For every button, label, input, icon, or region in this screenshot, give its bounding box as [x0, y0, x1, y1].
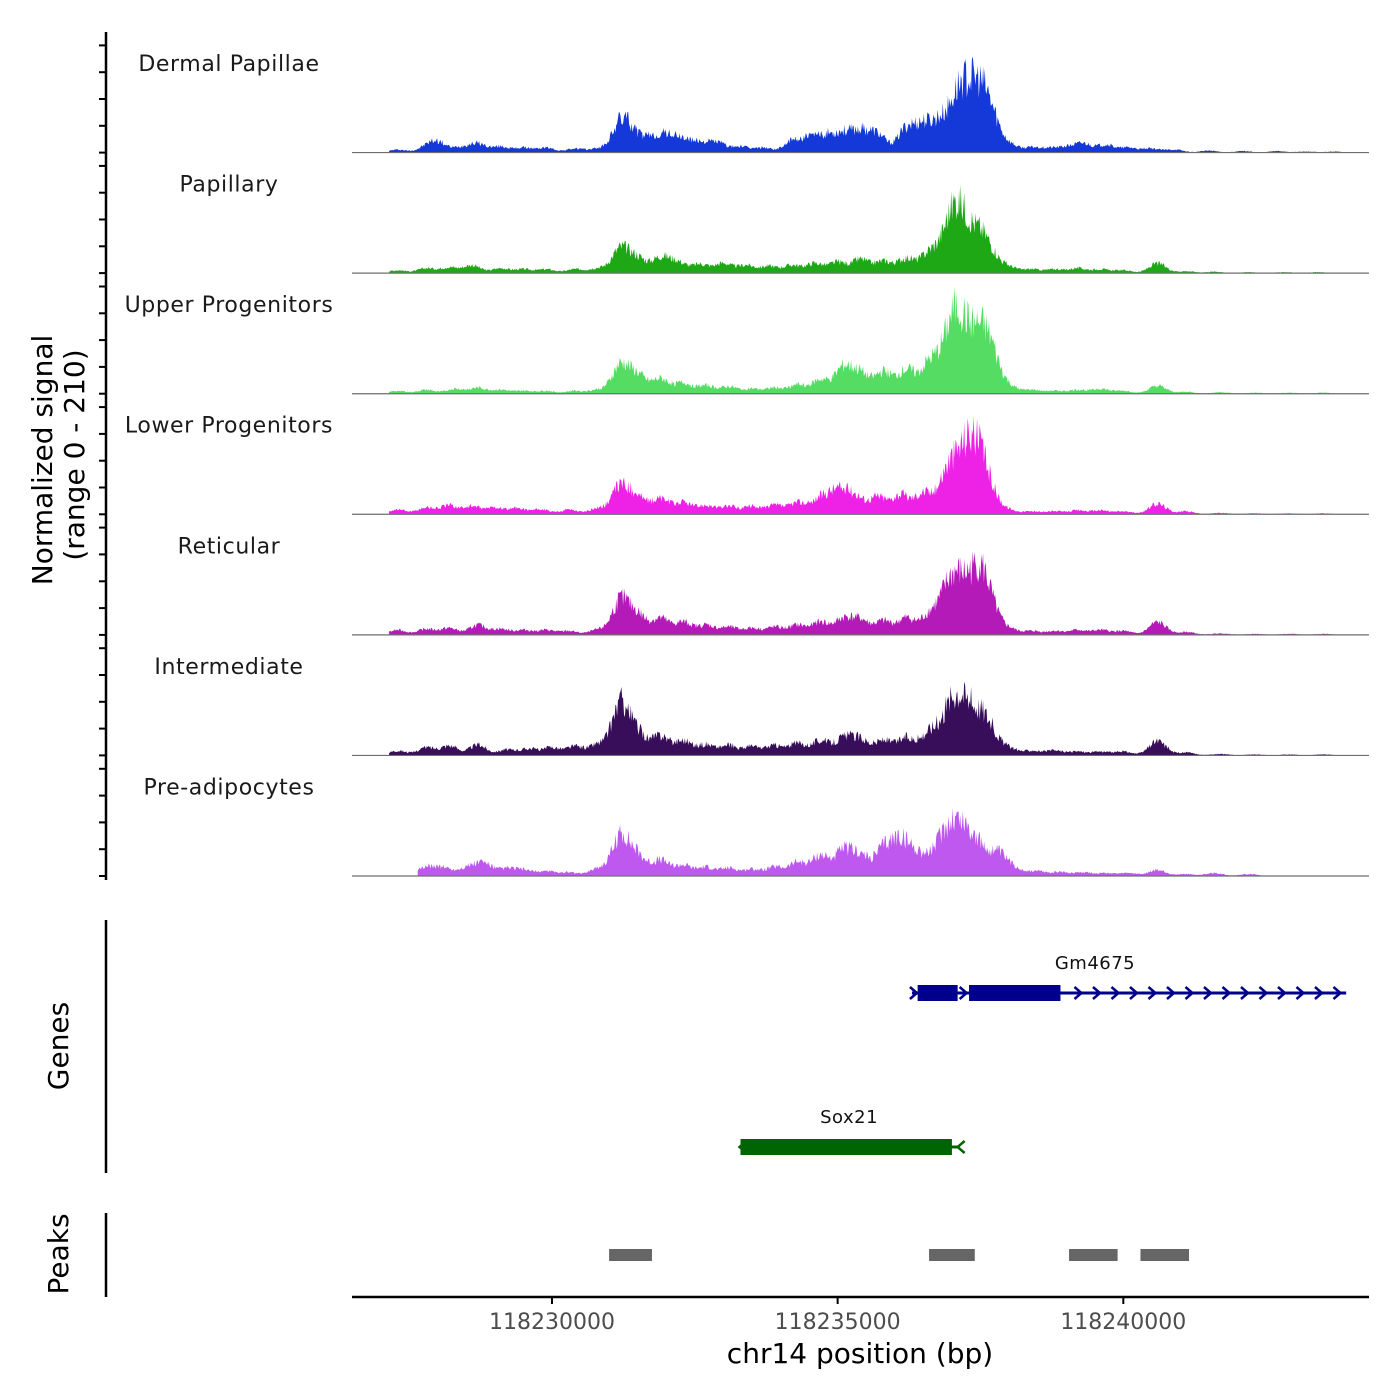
peak-regions — [609, 1249, 1190, 1261]
peak-region — [1140, 1249, 1190, 1261]
track-label: Intermediate — [154, 655, 303, 680]
strand-chevron — [1073, 986, 1084, 1000]
track-area — [389, 286, 1335, 394]
x-tick-label: 118240000 — [1060, 1310, 1186, 1335]
gene-sox21: Sox21 — [737, 1107, 966, 1155]
track-3: Upper Progenitors — [125, 286, 1369, 395]
track-area — [417, 807, 1261, 876]
strand-chevron — [1332, 986, 1343, 1000]
track-5: Reticular — [178, 534, 1369, 636]
x-tick-label: 118230000 — [489, 1310, 615, 1335]
gene-annotations: Gm4675 Sox21 — [737, 953, 1347, 1155]
peak-region — [609, 1249, 652, 1261]
peak-region — [1069, 1249, 1118, 1261]
strand-chevron — [1314, 986, 1324, 1000]
track-area — [389, 681, 1335, 756]
x-tick-label: 118235000 — [775, 1310, 901, 1335]
track-label: Pre-adipocytes — [143, 775, 314, 800]
track-7: Pre-adipocytes — [143, 775, 1369, 877]
peaks-panel-label: Peaks — [42, 1213, 75, 1294]
strand-chevron — [1166, 986, 1176, 1000]
track-label: Dermal Papillae — [138, 52, 319, 77]
strand-chevron — [1277, 986, 1287, 1000]
strand-chevron — [1258, 986, 1269, 1000]
strand-chevron — [1240, 986, 1250, 1000]
strand-chevron — [1203, 986, 1213, 1000]
strand-chevron — [1129, 986, 1139, 1000]
gene-exon — [740, 1139, 952, 1155]
track-1: Dermal Papillae — [138, 52, 1369, 154]
strand-chevron — [1295, 986, 1306, 1000]
gene-label: Gm4675 — [1055, 953, 1135, 974]
y-axis-label-line2: (range 0 - 210) — [58, 349, 91, 560]
strand-chevron — [955, 1140, 966, 1154]
strand-chevron — [1092, 986, 1102, 1000]
peak-region — [929, 1249, 975, 1261]
x-axis-ticks: 118230000 118235000 118240000 — [489, 1297, 1186, 1335]
strand-chevron — [909, 986, 919, 1000]
y-axis-label-line1: Normalized signal — [26, 335, 59, 586]
gene-exon — [969, 985, 1061, 1001]
gene-label: Sox21 — [820, 1107, 878, 1128]
gene-exon — [917, 985, 958, 1001]
track-area — [389, 551, 1335, 635]
track-label: Lower Progenitors — [125, 414, 333, 439]
signal-y-axis — [99, 32, 108, 880]
strand-chevron — [958, 986, 969, 1000]
coverage-tracks: Dermal Papillae Papillary Upper Progenitor… — [125, 52, 1369, 877]
track-area — [389, 416, 1335, 515]
track-label: Papillary — [179, 173, 278, 198]
genes-panel-label: Genes — [42, 1002, 75, 1090]
track-area — [389, 56, 1347, 153]
strand-chevron — [1147, 986, 1158, 1000]
track-6: Intermediate — [154, 655, 1369, 757]
gene-gm4675: Gm4675 — [909, 953, 1347, 1001]
strand-chevron — [1110, 986, 1121, 1000]
strand-chevron — [737, 1140, 748, 1154]
track-label: Reticular — [178, 534, 281, 559]
x-axis-title: chr14 position (bp) — [727, 1337, 993, 1370]
track-area — [389, 184, 1330, 274]
track-label: Upper Progenitors — [125, 293, 334, 318]
track-4: Lower Progenitors — [125, 414, 1369, 515]
strand-chevron — [1221, 986, 1232, 1000]
track-2: Papillary — [179, 173, 1369, 274]
strand-chevron — [1184, 986, 1195, 1000]
